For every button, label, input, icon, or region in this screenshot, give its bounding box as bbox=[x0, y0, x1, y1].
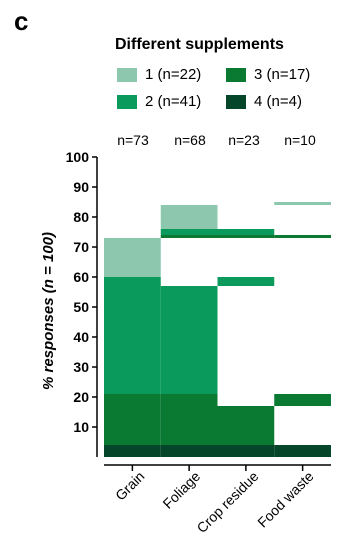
bar-segment-food-waste-2 bbox=[274, 235, 331, 238]
bar-segment-foliage-1 bbox=[160, 394, 218, 445]
bar-segment-crop-residue-4 bbox=[217, 229, 275, 235]
y-tick-label: 100 bbox=[66, 149, 90, 165]
y-tick-label: 80 bbox=[73, 209, 89, 225]
y-tick-label: 40 bbox=[73, 329, 89, 345]
y-tick-label: 10 bbox=[73, 419, 89, 435]
bar-segment-foliage-4 bbox=[160, 229, 218, 235]
bar-segment-grain-2 bbox=[104, 277, 161, 394]
y-tick-label: 20 bbox=[73, 389, 89, 405]
bar-segment-grain-0 bbox=[104, 445, 161, 457]
n-label-foliage: n=68 bbox=[174, 132, 206, 148]
panel-letter: c bbox=[14, 6, 29, 36]
bar-segment-crop-residue-2 bbox=[217, 277, 275, 286]
y-tick-label: 90 bbox=[73, 179, 89, 195]
bar-segment-foliage-2 bbox=[160, 286, 218, 394]
legend-label-2: 2 (n=41) bbox=[145, 93, 202, 110]
n-label-crop-residue: n=23 bbox=[228, 132, 260, 148]
legend-item-1: 1 (n=22) bbox=[117, 66, 201, 83]
bar-segment-crop-residue-1 bbox=[217, 406, 275, 445]
legend-item-4: 4 (n=4) bbox=[226, 93, 302, 110]
bar-segment-foliage-3 bbox=[160, 235, 218, 238]
y-tick-label: 60 bbox=[73, 269, 89, 285]
legend-swatch-1 bbox=[117, 67, 137, 82]
legend-swatch-2 bbox=[117, 94, 137, 109]
legend-label-4: 4 (n=4) bbox=[254, 93, 302, 110]
legend-title: Different supplements bbox=[115, 36, 284, 53]
y-tick-label: 70 bbox=[73, 239, 89, 255]
bar-segment-grain-1 bbox=[104, 394, 161, 445]
bar-segment-foliage-0 bbox=[160, 445, 218, 457]
legend-swatch-3 bbox=[226, 67, 246, 82]
legend-label-3: 3 (n=17) bbox=[254, 66, 311, 83]
n-label-grain: n=73 bbox=[117, 132, 149, 148]
n-label-food-waste: n=10 bbox=[284, 132, 316, 148]
bar-segment-food-waste-3 bbox=[274, 202, 331, 205]
y-tick-label: 30 bbox=[73, 359, 89, 375]
bar-segment-food-waste-1 bbox=[274, 394, 331, 406]
bar-segment-crop-residue-3 bbox=[217, 235, 275, 238]
y-tick-label: 50 bbox=[73, 299, 89, 315]
legend-swatch-4 bbox=[226, 94, 246, 109]
legend-label-1: 1 (n=22) bbox=[145, 66, 202, 83]
bar-segment-crop-residue-0 bbox=[217, 445, 275, 457]
legend-item-2: 2 (n=41) bbox=[117, 93, 201, 110]
bar-segment-grain-3 bbox=[104, 238, 161, 277]
bar-segment-food-waste-0 bbox=[274, 445, 331, 457]
bar-segment-foliage-5 bbox=[160, 205, 218, 229]
legend-item-3: 3 (n=17) bbox=[226, 66, 310, 83]
